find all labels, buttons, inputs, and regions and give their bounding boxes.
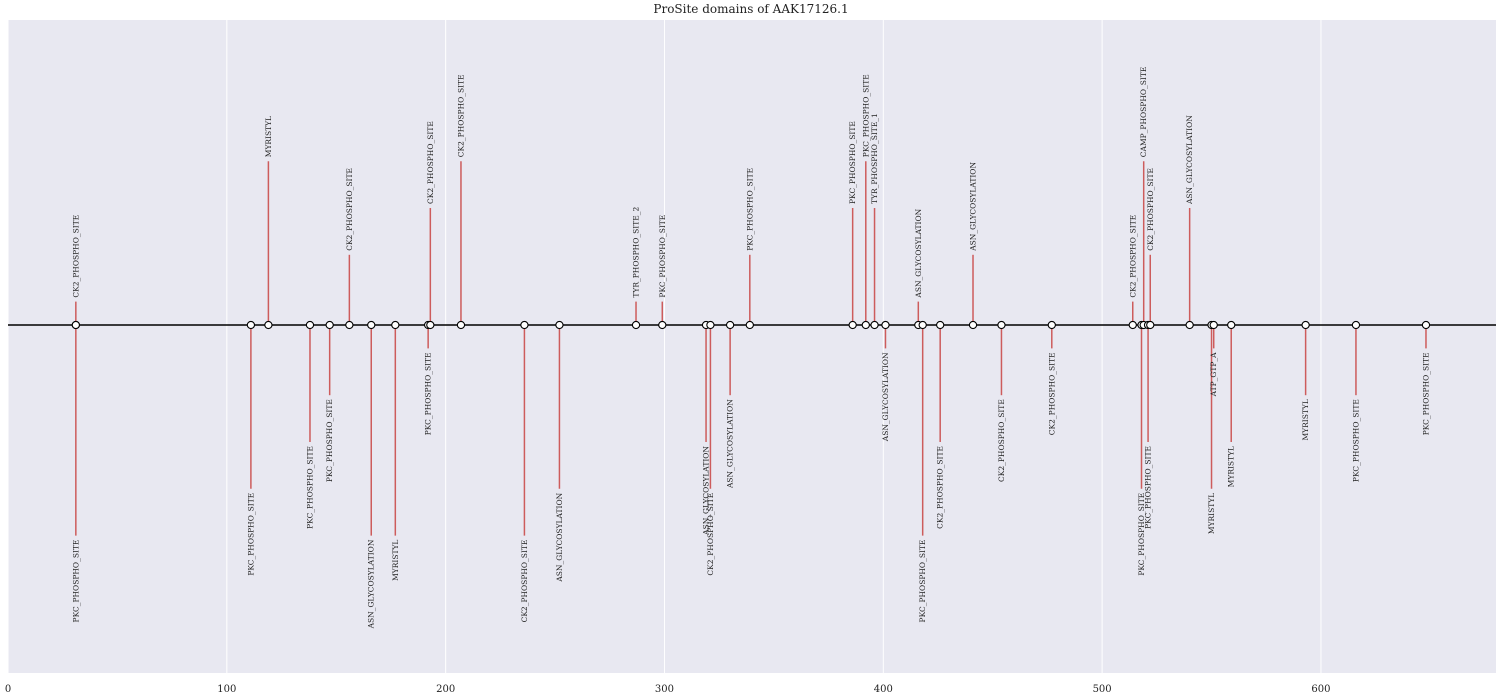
- domain-label: TYR_PHOSPHO_SITE_2: [632, 207, 641, 298]
- domain-label: ATP_GTP_A: [1209, 352, 1218, 398]
- site-marker: [325, 320, 334, 330]
- site-marker: [706, 320, 715, 330]
- domain-label: CK2_PHOSPHO_SITE: [936, 446, 945, 529]
- domain-label: PKC_PHOSPHO_SITE: [848, 121, 857, 204]
- domain-label: CK2_PHOSPHO_SITE: [456, 74, 465, 157]
- x-tick-label: 300: [655, 684, 674, 695]
- domain-label: ASN_GLYCOSYLATION: [702, 446, 711, 536]
- domain-label: PKC_PHOSPHO_SITE: [1421, 352, 1430, 435]
- chart-title: ProSite domains of AAK17126.1: [653, 2, 848, 16]
- domain-label: CAMP_PHOSPHO_SITE: [1139, 67, 1148, 158]
- site-marker: [848, 320, 857, 330]
- domain-label: CK2_PHOSPHO_SITE: [345, 168, 354, 251]
- site-marker: [305, 320, 315, 330]
- domain-label: MYRISTYL: [264, 116, 273, 157]
- site-marker: [1128, 320, 1137, 330]
- domain-label: ASN_GLYCOSYLATION: [881, 352, 890, 442]
- domain-label: CK2_PHOSPHO_SITE: [1047, 352, 1056, 435]
- x-tick-label: 400: [874, 684, 893, 695]
- site-marker: [997, 320, 1006, 330]
- domain-label: PKC_PHOSPHO_SITE: [325, 399, 334, 482]
- site-marker: [870, 320, 879, 330]
- site-marker: [1421, 320, 1431, 330]
- domain-label: MYRISTYL: [1207, 493, 1216, 534]
- markers: [71, 320, 1431, 330]
- site-marker: [968, 320, 978, 330]
- site-marker: [658, 320, 667, 330]
- site-marker: [725, 320, 735, 330]
- site-marker: [246, 320, 256, 330]
- site-marker: [745, 320, 754, 330]
- site-marker: [367, 320, 376, 330]
- site-marker: [1146, 320, 1155, 330]
- x-tick-label: 100: [217, 684, 236, 695]
- site-marker: [391, 320, 400, 330]
- domain-label: CK2_PHOSPHO_SITE: [520, 540, 529, 623]
- x-tick-label: 0: [5, 684, 11, 695]
- domain-label: PKC_PHOSPHO_SITE: [918, 540, 927, 623]
- site-marker: [345, 320, 354, 330]
- domain-label: PKC_PHOSPHO_SITE: [1144, 446, 1153, 529]
- site-marker: [456, 320, 466, 330]
- domain-label: PKC_PHOSPHO_SITE: [1137, 493, 1146, 576]
- plot-background: [8, 20, 1496, 673]
- domain-label: TYR_PHOSPHO_SITE_1: [870, 113, 879, 204]
- site-marker: [631, 320, 641, 330]
- site-marker: [881, 320, 890, 330]
- site-marker: [426, 320, 435, 330]
- site-marker: [1047, 320, 1056, 330]
- site-marker: [861, 320, 870, 330]
- x-axis-ticks: 0 100 200 300 400 500 600: [5, 684, 1331, 695]
- domain-labels: CK2_PHOSPHO_SITEPKC_PHOSPHO_SITEPKC_PHOS…: [71, 67, 1430, 630]
- domain-label: PKC_PHOSPHO_SITE: [71, 540, 80, 623]
- site-marker: [936, 320, 945, 330]
- site-marker: [264, 320, 273, 330]
- domain-label: MYRISTYL: [1227, 446, 1236, 487]
- domain-label: ASN_GLYCOSYLATION: [914, 208, 923, 298]
- grid-lines: [7, 20, 1322, 673]
- site-marker: [1185, 320, 1194, 330]
- site-marker: [1227, 320, 1236, 330]
- site-marker: [1209, 320, 1218, 330]
- domain-label: CK2_PHOSPHO_SITE: [426, 121, 435, 204]
- domain-label: PKC_PHOSPHO_SITE: [305, 446, 314, 529]
- domain-label: CK2_PHOSPHO_SITE: [997, 399, 1006, 482]
- domain-label: CK2_PHOSPHO_SITE: [1146, 168, 1155, 251]
- domain-label: ASN_GLYCOSYLATION: [555, 492, 564, 582]
- domain-label: MYRISTYL: [1301, 399, 1310, 440]
- x-tick-label: 500: [1093, 684, 1112, 695]
- x-tick-label: 600: [1311, 684, 1330, 695]
- domain-label: PKC_PHOSPHO_SITE: [246, 493, 255, 576]
- domain-label: CK2_PHOSPHO_SITE: [71, 215, 80, 298]
- site-marker: [1351, 320, 1361, 330]
- site-marker: [520, 320, 529, 330]
- site-marker: [918, 320, 927, 330]
- domain-label: PKC_PHOSPHO_SITE: [745, 168, 754, 251]
- domain-label: CK2_PHOSPHO_SITE: [1128, 215, 1137, 298]
- site-marker: [71, 320, 80, 330]
- domain-label: PKC_PHOSPHO_SITE: [658, 215, 667, 298]
- domain-label: PKC_PHOSPHO_SITE: [1351, 399, 1360, 482]
- domain-label: PKC_PHOSPHO_SITE: [861, 74, 870, 157]
- domain-label: ASN_GLYCOSYLATION: [367, 539, 376, 629]
- stem-lines: [75, 161, 1427, 536]
- site-marker: [1301, 320, 1310, 330]
- x-tick-label: 200: [436, 684, 455, 695]
- domain-label: ASN_GLYCOSYLATION: [1185, 115, 1194, 205]
- domain-label: MYRISTYL: [391, 540, 400, 581]
- domain-label: ASN_GLYCOSYLATION: [726, 399, 735, 489]
- domain-label: ASN_GLYCOSYLATION: [969, 162, 978, 252]
- domain-label: PKC_PHOSPHO_SITE: [424, 352, 433, 435]
- site-marker: [555, 320, 564, 330]
- domain-label: CK2_PHOSPHO_SITE: [706, 493, 715, 576]
